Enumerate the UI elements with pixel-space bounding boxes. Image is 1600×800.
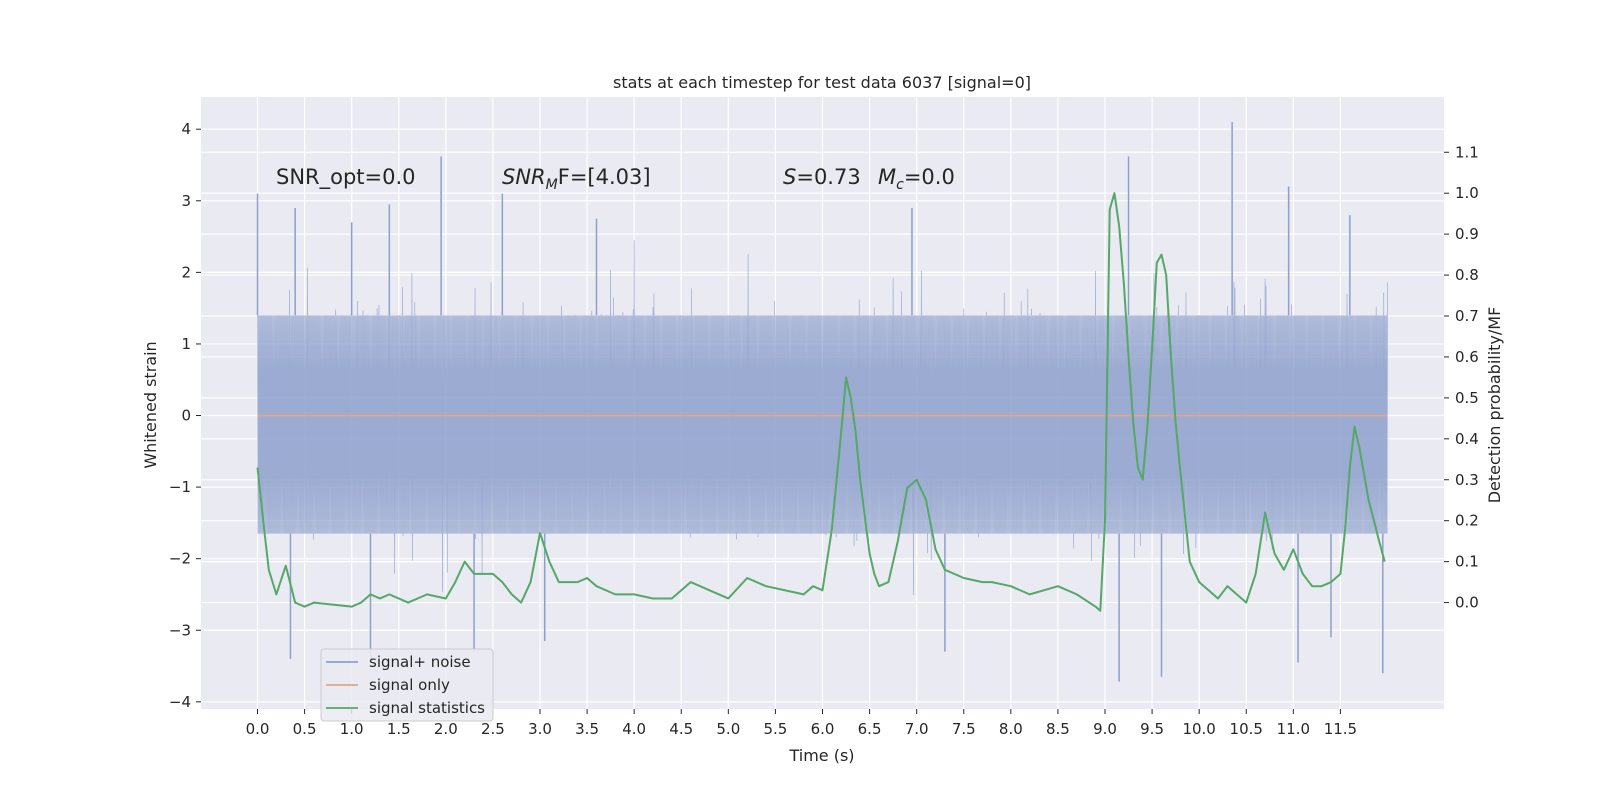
x-tick-label: 2.0 [434, 720, 458, 738]
x-tick-label: 4.5 [669, 720, 693, 738]
x-tick-label: 0.5 [293, 720, 317, 738]
annotation-s-prefix: S [783, 165, 796, 189]
y-tick-label: 3 [181, 192, 191, 210]
series-signal-statistics [256, 192, 1386, 612]
x-tick-label: 9.5 [1140, 720, 1164, 738]
x-tick-label: 3.5 [575, 720, 599, 738]
x-tick-label: 8.0 [999, 720, 1023, 738]
x-tick-label: 7.5 [952, 720, 976, 738]
annotation-snr-mf-prefix: SNR [502, 165, 546, 189]
y2-tick-label: 0.7 [1455, 307, 1479, 325]
legend-label-signal-only: signal only [369, 676, 450, 694]
annotation-snr-mf: SNRMF=[4.03] [502, 165, 651, 193]
x-tick-label: 3.0 [528, 720, 552, 738]
x-axis-label: Time (s) [788, 746, 854, 765]
ticks: 0.0 0.5 1.0 1.5 2.0 2.5 3.0 3.5 4.0 4.5 5.0 5.5 6.0 6… [169, 120, 1479, 738]
annotation-s-value: =0.73 [796, 165, 860, 189]
signal-statistics-line [256, 192, 1386, 612]
chart-title: stats at each timestep for test data 603… [613, 73, 1031, 92]
y2-tick-label: 0.9 [1455, 225, 1479, 243]
legend-label-signal-statistics: signal statistics [369, 699, 485, 717]
x-tick-label: 10.0 [1182, 720, 1215, 738]
signal-noise-trace [257, 240, 1388, 596]
y2-tick-label: 0.2 [1455, 512, 1479, 530]
annotation-s: S=0.73 [783, 165, 861, 189]
annotation-mc: Mc=0.0 [878, 165, 955, 193]
legend-box [320, 648, 494, 722]
y2-tick-label: 1.1 [1455, 143, 1479, 161]
y2-tick-label: 0.5 [1455, 389, 1479, 407]
annotation-snr-mf-sub: M [546, 177, 558, 193]
x-tick-label: 8.5 [1046, 720, 1070, 738]
x-tick-label: 9.0 [1093, 720, 1117, 738]
y2-tick-label: 0.0 [1455, 594, 1479, 612]
annotation-snr-opt: SNR_opt=0.0 [276, 165, 416, 190]
x-tick-label: 1.5 [387, 720, 411, 738]
x-tick-label: 4.0 [622, 720, 646, 738]
y2-tick-label: 0.3 [1455, 471, 1479, 489]
x-tick-label: 6.5 [858, 720, 882, 738]
x-tick-label: 11.0 [1277, 720, 1310, 738]
y2-tick-label: 0.4 [1455, 430, 1479, 448]
y-tick-label: 2 [181, 263, 191, 281]
annotation-snr-mf-suffix: F=[4.03] [558, 165, 651, 189]
y-axis-label: Whitened strain [141, 341, 160, 468]
x-tick-label: 0.0 [246, 720, 270, 738]
y-tick-label: 4 [181, 120, 191, 138]
legend-label-signal-noise: signal+ noise [369, 653, 471, 671]
y2-axis-label: Detection probability/MF [1485, 307, 1504, 504]
series-signal-noise [256, 122, 1388, 682]
annotation-mc-value: =0.0 [904, 165, 955, 189]
legend: signal+ noise signal only signal statist… [320, 648, 494, 722]
x-tick-label: 2.5 [481, 720, 505, 738]
y-tick-label: −1 [169, 478, 191, 496]
x-tick-label: 1.0 [340, 720, 364, 738]
x-tick-label: 5.0 [716, 720, 740, 738]
x-tick-label: 11.5 [1324, 720, 1357, 738]
x-tick-label: 10.5 [1230, 720, 1263, 738]
annotation-mc-prefix: M [878, 165, 896, 189]
x-tick-label: 5.5 [763, 720, 787, 738]
y2-tick-label: 0.8 [1455, 266, 1479, 284]
y2-tick-label: 1.0 [1455, 184, 1479, 202]
y-tick-label: 1 [181, 335, 191, 353]
x-tick-label: 6.0 [811, 720, 835, 738]
y-tick-label: −3 [169, 621, 191, 639]
y-tick-label: −4 [169, 693, 191, 711]
y-tick-label: −2 [169, 550, 191, 568]
y2-tick-label: 0.6 [1455, 348, 1479, 366]
x-tick-label: 7.0 [905, 720, 929, 738]
annotation-mc-sub: c [896, 177, 904, 193]
y-tick-label: 0 [181, 407, 191, 425]
y2-tick-label: 0.1 [1455, 553, 1479, 571]
